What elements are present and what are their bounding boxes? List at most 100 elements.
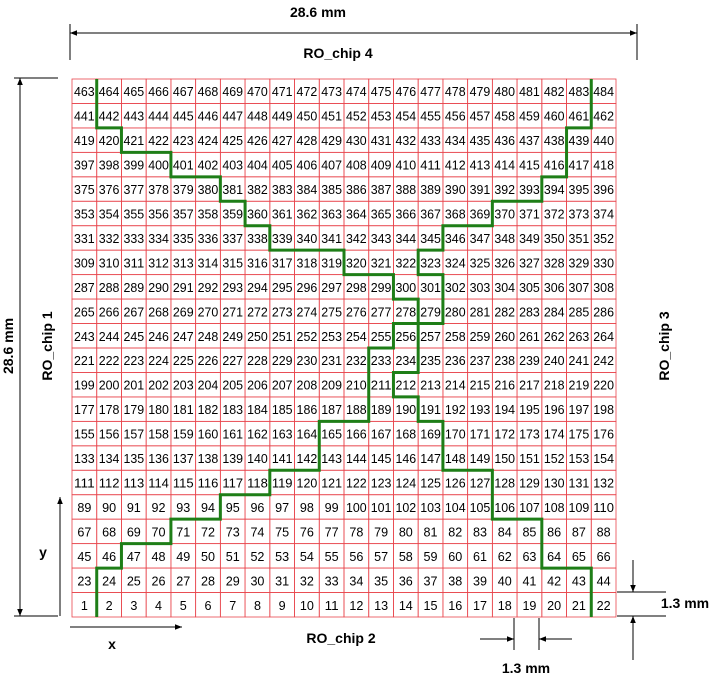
cell-number: 115 [173, 476, 194, 491]
cell-number: 397 [74, 158, 95, 173]
cell-number: 237 [470, 353, 491, 368]
cell-number: 215 [470, 378, 491, 393]
cell-number: 156 [99, 427, 120, 442]
cell-number: 459 [519, 109, 540, 124]
cell-number: 127 [470, 476, 491, 491]
cell-number: 153 [569, 451, 590, 466]
cell-number: 456 [445, 109, 466, 124]
cell-number: 235 [420, 353, 441, 368]
cell-number: 124 [395, 476, 416, 491]
cell-number: 272 [247, 304, 268, 319]
cell-number: 59 [424, 549, 438, 564]
cell-number: 66 [597, 549, 611, 564]
cell-number: 394 [544, 182, 565, 197]
cell-number: 361 [272, 207, 293, 222]
cell-number: 65 [572, 549, 586, 564]
cell-number: 67 [77, 524, 91, 539]
cell-number: 268 [148, 304, 169, 319]
cell-number: 1 [81, 598, 88, 613]
cell-number: 28 [201, 573, 215, 588]
cell-number: 411 [420, 158, 441, 173]
cell-number: 412 [445, 158, 466, 173]
cell-number: 63 [522, 549, 536, 564]
cell-number: 84 [498, 524, 512, 539]
cell-number: 86 [547, 524, 561, 539]
cell-number: 436 [494, 133, 515, 148]
cell-number: 188 [346, 402, 367, 417]
cell-number: 388 [395, 182, 416, 197]
cell-number: 185 [272, 402, 293, 417]
cell-number: 166 [346, 427, 367, 442]
cell-number: 173 [519, 427, 540, 442]
cell-number: 462 [593, 109, 614, 124]
cell-number: 177 [74, 402, 95, 417]
cell-number: 205 [222, 378, 243, 393]
cell-number: 315 [222, 255, 243, 270]
cell-number: 245 [123, 329, 144, 344]
cell-number: 81 [424, 524, 438, 539]
cell-number: 186 [297, 402, 318, 417]
cell-number: 210 [346, 378, 367, 393]
cell-number: 391 [470, 182, 491, 197]
cell-number: 289 [123, 280, 144, 295]
cell-number: 79 [374, 524, 388, 539]
cell-number: 151 [519, 451, 540, 466]
cell-number: 239 [519, 353, 540, 368]
cell-number: 161 [222, 427, 243, 442]
cell-number: 242 [593, 353, 614, 368]
cell-number: 241 [569, 353, 590, 368]
cell-number: 190 [395, 402, 416, 417]
cell-number: 434 [445, 133, 466, 148]
cell-number: 327 [519, 255, 540, 270]
cell-number: 136 [148, 451, 169, 466]
cell-width-label: 1.3 mm [502, 660, 550, 676]
cell-number: 64 [547, 549, 561, 564]
cell-number: 385 [321, 182, 342, 197]
cell-number: 13 [374, 598, 388, 613]
cell-number: 416 [544, 158, 565, 173]
cell-number: 252 [297, 329, 318, 344]
cell-number: 323 [420, 255, 441, 270]
cell-number: 351 [569, 231, 590, 246]
cell-number: 309 [74, 255, 95, 270]
cell-number: 372 [544, 207, 565, 222]
cell-number: 138 [198, 451, 219, 466]
cell-number: 164 [297, 427, 318, 442]
cell-number: 225 [173, 353, 194, 368]
cell-number: 328 [544, 255, 565, 270]
cell-number: 68 [102, 524, 116, 539]
cell-number: 333 [123, 231, 144, 246]
cell-number: 440 [593, 133, 614, 148]
cell-number: 377 [123, 182, 144, 197]
cell-number: 267 [123, 304, 144, 319]
cell-number: 349 [519, 231, 540, 246]
cell-number: 111 [74, 476, 95, 491]
cell-number: 21 [572, 598, 586, 613]
cell-number: 100 [346, 500, 367, 515]
cell-number: 421 [123, 133, 144, 148]
cell-number: 346 [445, 231, 466, 246]
cell-number: 357 [173, 207, 194, 222]
cell-number: 382 [247, 182, 268, 197]
cell-number: 285 [569, 304, 590, 319]
cell-number: 117 [222, 476, 243, 491]
cell-number: 449 [272, 109, 293, 124]
cell-number: 149 [470, 451, 491, 466]
cell-number: 408 [346, 158, 367, 173]
cell-number: 23 [77, 573, 91, 588]
x-axis-label: x [108, 636, 116, 652]
cell-number: 230 [297, 353, 318, 368]
cell-number: 38 [448, 573, 462, 588]
cell-number: 311 [123, 255, 144, 270]
cell-number: 227 [222, 353, 243, 368]
cell-number: 294 [247, 280, 268, 295]
cell-number: 77 [325, 524, 339, 539]
cell-number: 39 [473, 573, 487, 588]
cell-number: 43 [572, 573, 586, 588]
cell-number: 458 [494, 109, 515, 124]
cell-number: 15 [424, 598, 438, 613]
cell-number: 407 [321, 158, 342, 173]
cell-number: 47 [127, 549, 141, 564]
chip-right-label: RO_chip 3 [656, 311, 672, 380]
cell-number: 399 [123, 158, 144, 173]
